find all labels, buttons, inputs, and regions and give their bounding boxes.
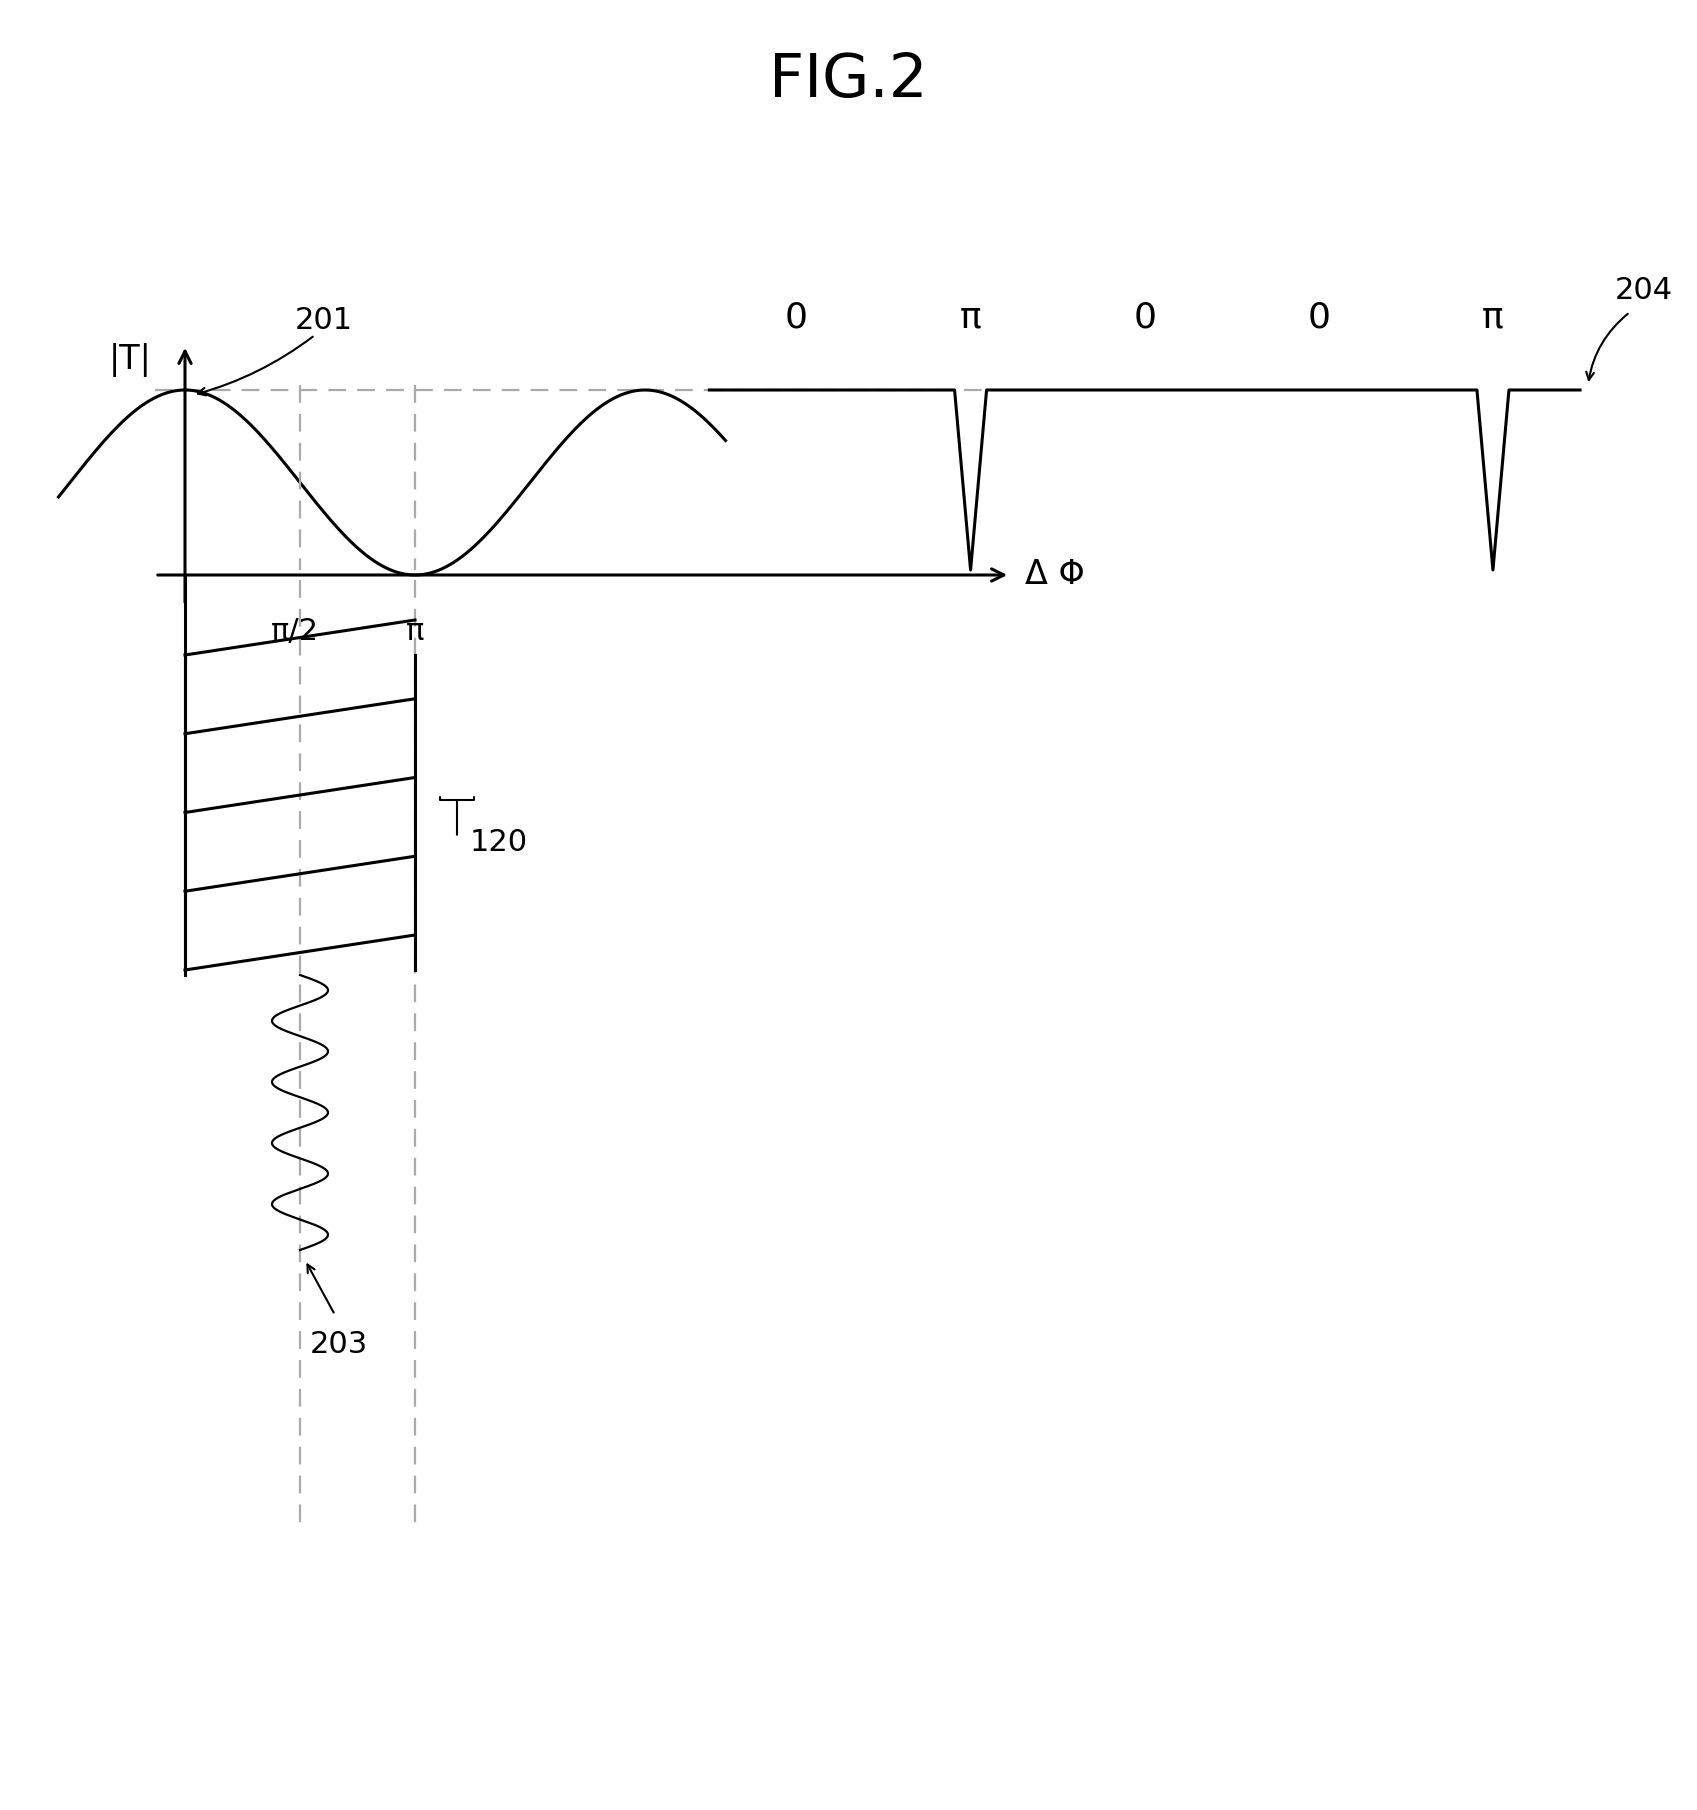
Text: Δ Φ: Δ Φ [1025, 559, 1084, 592]
Text: 203: 203 [311, 1330, 368, 1359]
Text: 0: 0 [786, 300, 808, 335]
Text: π: π [961, 300, 981, 335]
Text: 204: 204 [1616, 275, 1673, 306]
Text: 0: 0 [1307, 300, 1330, 335]
Text: |T|: |T| [109, 344, 151, 376]
Text: 0: 0 [1134, 300, 1156, 335]
Text: 120: 120 [470, 827, 528, 856]
Text: FIG.2: FIG.2 [769, 51, 928, 109]
Text: π/2: π/2 [272, 617, 319, 646]
Text: π: π [406, 617, 424, 646]
Text: 201: 201 [295, 306, 353, 335]
Text: π: π [1481, 300, 1504, 335]
